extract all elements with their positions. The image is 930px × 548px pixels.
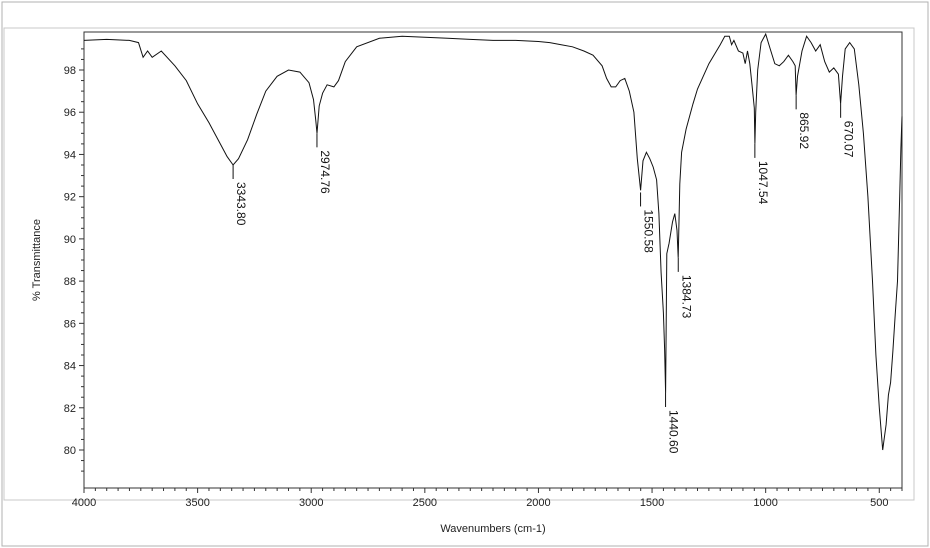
y-tick-label: 88 [64,276,76,288]
peak-label: 670.07 [842,121,856,158]
x-tick-label: 1500 [640,497,664,509]
y-tick-label: 84 [64,361,76,373]
panel-frame [3,27,915,501]
peak-annotations: 3343.80 2974.76 1550.58 1440.60 1384.73 1047.… [232,95,856,454]
peak-label: 1384.73 [679,275,693,319]
plot-area: 4000 3500 3000 2500 2000 1500 1000 500 80 82 84 86… [64,31,903,509]
y-tick-label: 90 [64,234,76,246]
peak-label: 1440.60 [667,410,681,454]
x-axis: 4000 3500 3000 2500 2000 1500 1000 500 [72,488,903,509]
x-tick-label: 3000 [299,497,323,509]
x-tick-label: 500 [870,497,888,509]
peak-label: 1550.58 [642,209,656,253]
peak-label: 1047.54 [756,161,770,205]
y-axis-label: % Transmittance [31,219,43,301]
peak-label: 865.92 [797,112,811,149]
y-tick-label: 96 [64,107,76,119]
peak-label: 3343.80 [234,182,248,226]
x-axis-label: Wavenumbers (cm-1) [440,523,545,535]
spectrum-line [83,32,903,451]
x-tick-label: 2000 [526,497,550,509]
y-tick-label: 86 [64,318,76,330]
y-tick-label: 80 [64,445,76,457]
y-tick-label: 92 [64,192,76,204]
peak-label: 2974.76 [318,150,332,194]
y-tick-label: 94 [64,149,76,161]
x-tick-label: 2500 [413,497,437,509]
x-tick-label: 1000 [753,497,777,509]
y-tick-label: 98 [64,65,76,77]
x-tick-label: 3500 [185,497,209,509]
x-tick-label: 4000 [72,497,96,509]
y-tick-label: 82 [64,403,76,415]
y-axis: 80 82 84 86 88 90 92 94 96 98 [64,48,84,472]
